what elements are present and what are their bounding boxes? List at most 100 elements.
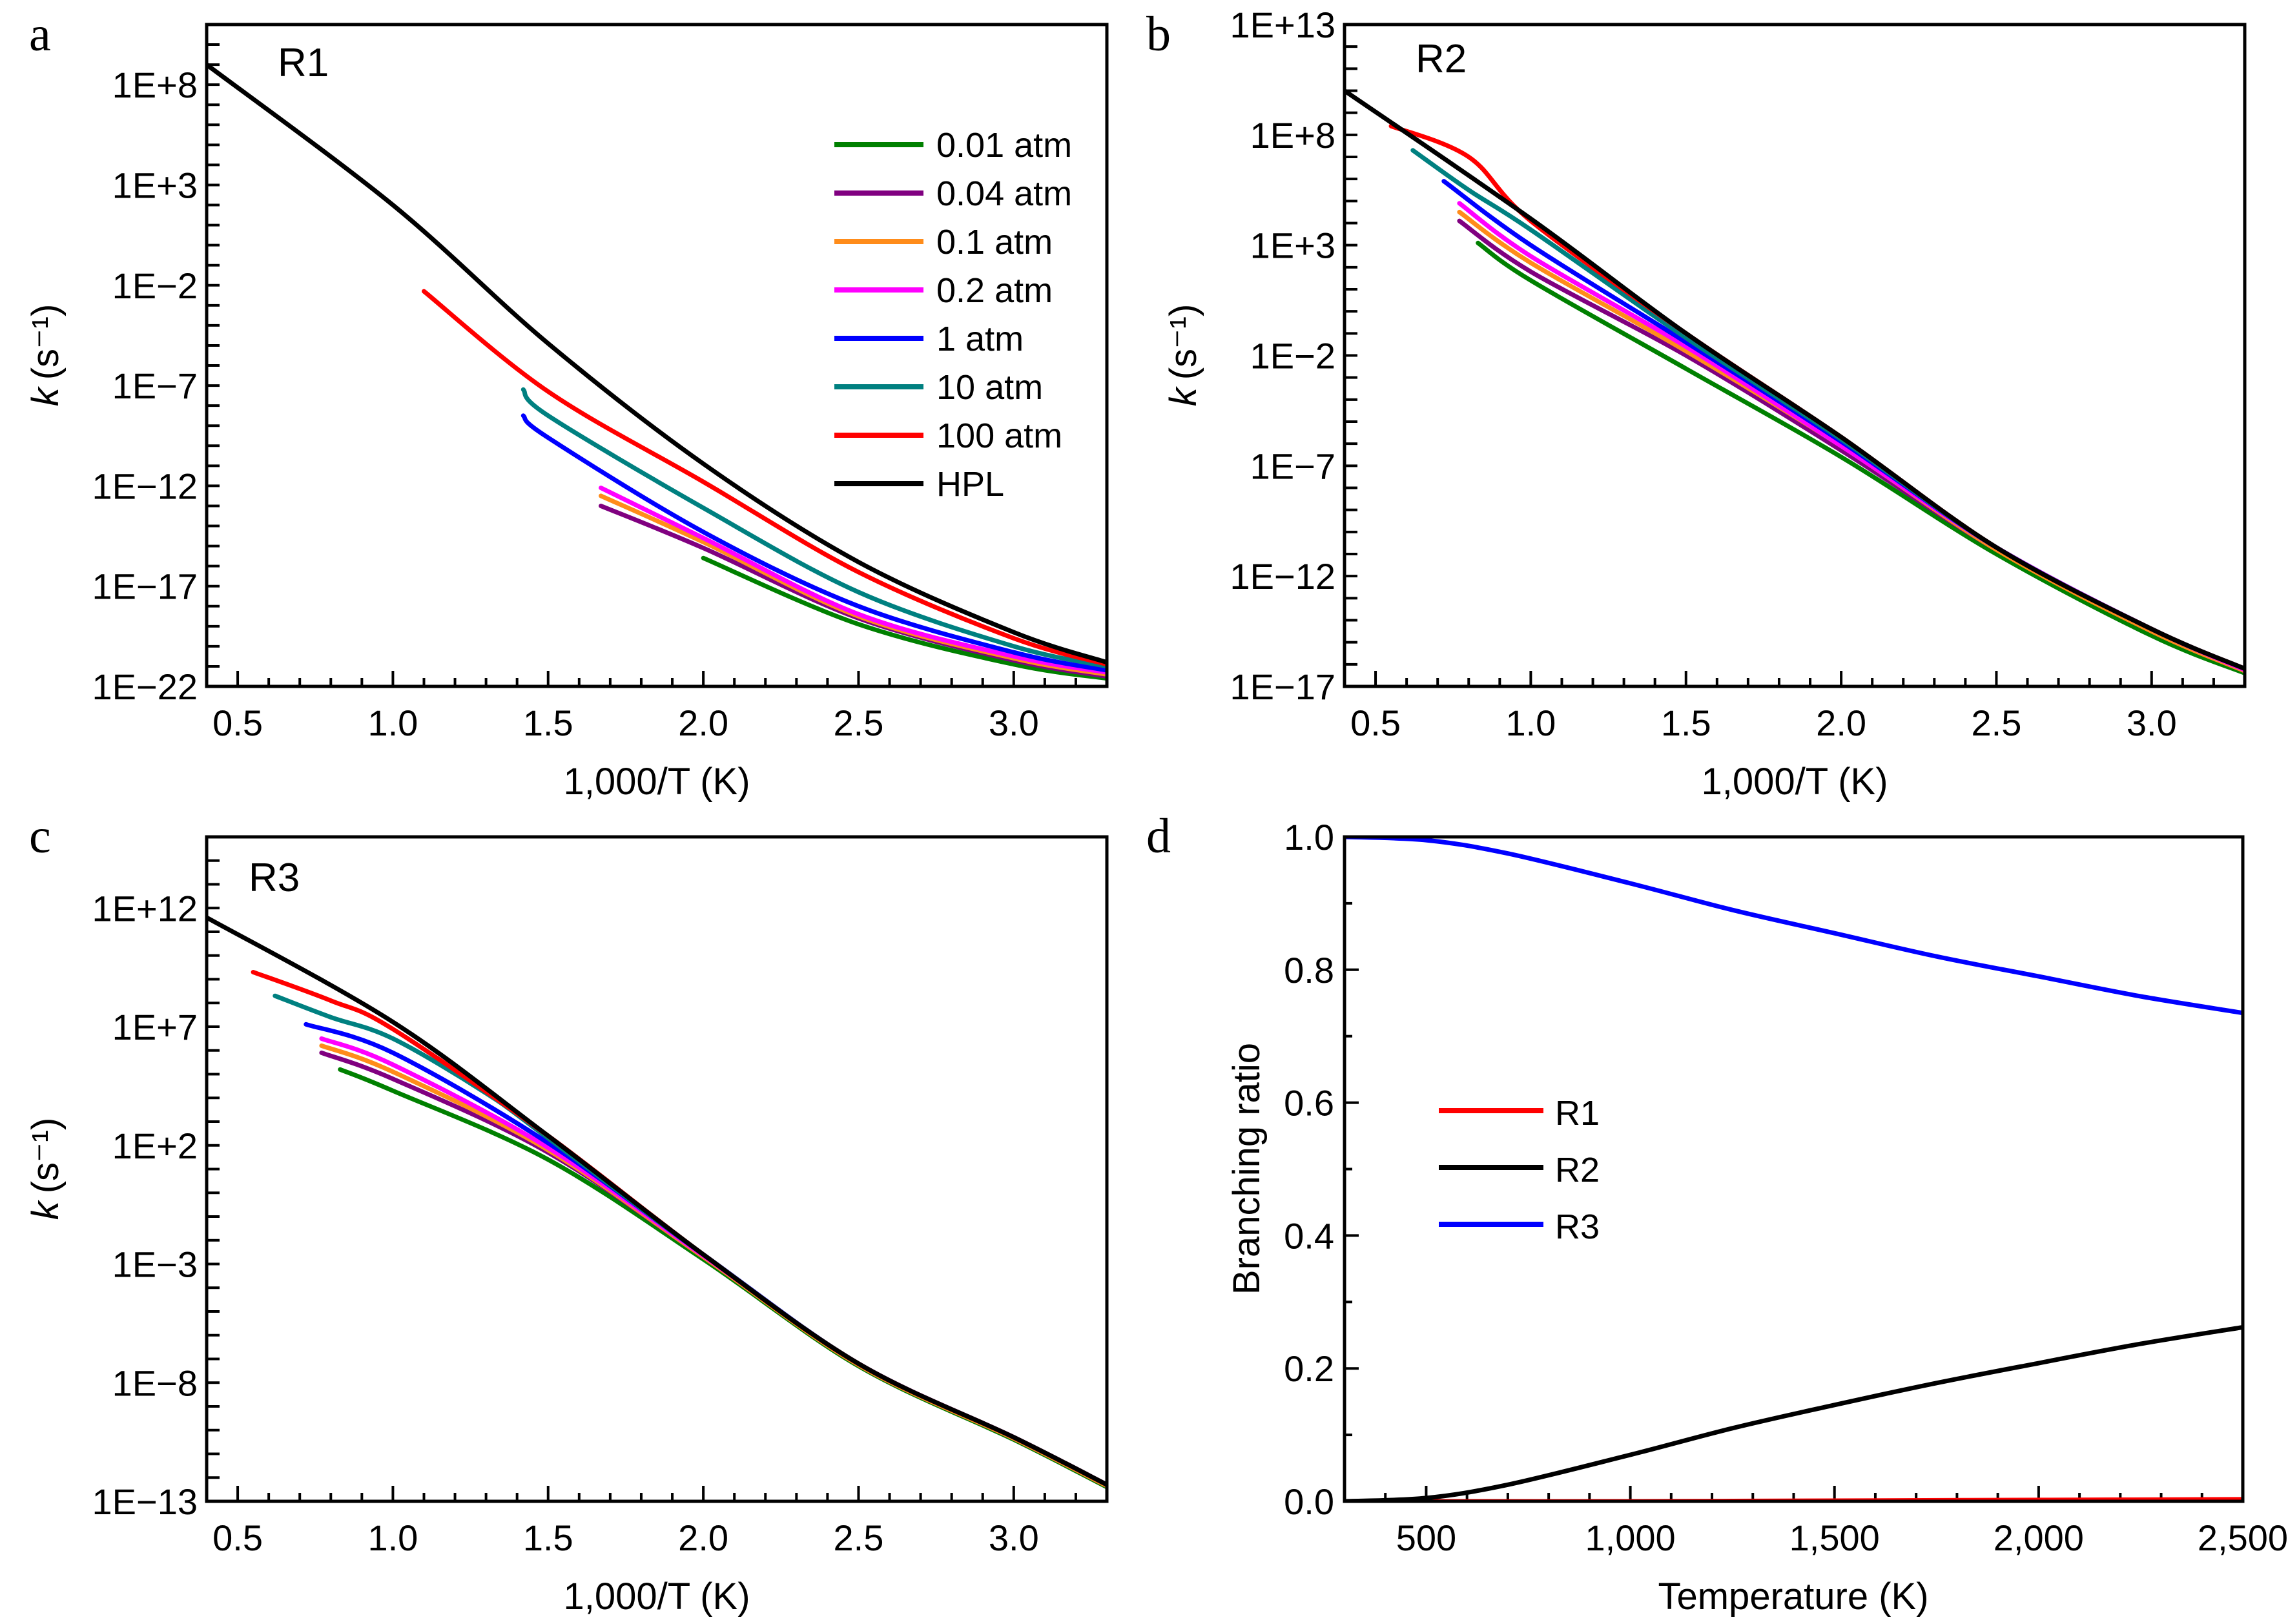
legend-item: HPL	[834, 465, 1004, 504]
y-tick-label: 1E−8	[112, 1362, 198, 1403]
y-tick-label: 1.0	[1284, 817, 1334, 858]
x-tick-label: 2.5	[834, 1517, 884, 1558]
y-axis-title-symbol: k	[25, 1199, 67, 1220]
legend-label: 0.2 atm	[936, 271, 1053, 310]
legend-item: R3	[1439, 1208, 1600, 1246]
legend-item: 10 atm	[834, 368, 1043, 407]
legend-item: 1 atm	[834, 320, 1024, 358]
series-line-10-atm	[520, 387, 1107, 669]
legend-label: R2	[1555, 1151, 1600, 1189]
series-line-100-atm	[1388, 123, 2245, 672]
legend-label: 10 atm	[936, 368, 1043, 407]
y-tick-label: 1E+12	[92, 888, 198, 929]
y-tick-label: 1E+8	[1250, 115, 1335, 156]
panel-d-branching-ratio: d 0.0 0.2 0.4 0.6 0.8 1.0 500 1,000 1,500 2,000 2…	[1146, 809, 2288, 1618]
legend-label: R3	[1555, 1208, 1600, 1246]
y-tick-label: 1E−7	[112, 365, 198, 406]
legend: 0.01 atm 0.04 atm 0.1 atm 0.2 atm 1 atm 10 at…	[834, 126, 1072, 504]
y-axis-title: k (s⁻¹)	[1162, 304, 1204, 407]
y-tick-label: 1E−2	[112, 265, 198, 306]
plot-frame	[1343, 23, 2247, 688]
series-line-0-2-atm	[599, 486, 1107, 675]
legend-item: 0.01 atm	[834, 126, 1072, 165]
x-tick-label: 2,500	[2198, 1517, 2288, 1558]
legend-item: R1	[1439, 1094, 1600, 1133]
x-tick-label: 1.0	[367, 703, 418, 743]
series-line-1-atm	[520, 413, 1107, 673]
series-line-100-atm	[422, 289, 1107, 667]
y-tick-label: 1E−17	[92, 566, 198, 607]
y-axis-title-symbol: k	[1162, 385, 1204, 406]
y-axis-title-unit: (s⁻¹)	[1162, 304, 1204, 380]
reaction-label: R3	[249, 856, 300, 900]
legend-item: 100 atm	[834, 416, 1062, 455]
y-tick-label: 1E+3	[112, 165, 198, 205]
legend-item: 0.1 atm	[834, 223, 1053, 262]
x-tick-label: 1.0	[1505, 703, 1556, 743]
panel-letter: c	[29, 809, 51, 863]
series-line-hpl	[207, 62, 1107, 665]
legend-label: 0.04 atm	[936, 174, 1072, 213]
plot-frame	[205, 835, 1109, 1503]
x-tick-label: 2.5	[1972, 703, 2022, 743]
y-tick-label: 0.4	[1284, 1215, 1334, 1256]
x-tick-label: 2.0	[678, 703, 728, 743]
y-axis-title: Branching ratio	[1226, 1043, 1268, 1295]
panel-b-r2-rate: b 1E+13 1E+8 1E+3 1E−2 1E−7 1E−12 1E−17 0.5 1.0…	[1146, 5, 2247, 803]
legend-label: 1 atm	[936, 320, 1024, 358]
y-tick-label: 1E−13	[92, 1481, 198, 1522]
legend-label: 0.01 atm	[936, 126, 1072, 165]
x-tick-label: 2.0	[1816, 703, 1866, 743]
x-tick-label: 500	[1396, 1517, 1456, 1558]
y-tick-label: 0.8	[1284, 950, 1334, 991]
y-tick-label: 1E−12	[92, 466, 198, 506]
y-tick-label: 1E+7	[112, 1007, 198, 1047]
legend-label: 100 atm	[936, 416, 1062, 455]
y-tick-label: 0.0	[1284, 1481, 1334, 1522]
legend-item: 0.04 atm	[834, 174, 1072, 213]
y-axis-title: k (s⁻¹)	[25, 304, 67, 407]
y-axis-title: k (s⁻¹)	[25, 1118, 67, 1220]
series-line-0-01-atm	[338, 1067, 1107, 1490]
x-tick-label: 0.5	[1350, 703, 1401, 743]
y-tick-label: 1E+13	[1230, 5, 1336, 45]
y-tick-label: 1E−3	[112, 1244, 198, 1285]
x-tick-label: 3.0	[989, 703, 1039, 743]
y-tick-label: 0.2	[1284, 1348, 1334, 1389]
x-axis-title: 1,000/T (K)	[563, 761, 750, 803]
plot-frame	[1343, 835, 2245, 1503]
y-tick-label: 1E+2	[112, 1125, 198, 1166]
series-line-r3	[1345, 837, 2243, 1016]
x-tick-label: 1.5	[523, 1517, 573, 1558]
x-tick-label: 1.0	[367, 1517, 418, 1558]
x-tick-label: 2.0	[678, 1517, 728, 1558]
legend: R1 R2 R3	[1439, 1094, 1600, 1246]
panel-a-r1-rate: a 1E+8 1E+3 1E−2 1E−7 1E−12 1E−17 1E−22 0.5 1.0…	[25, 7, 1109, 803]
x-tick-label: 3.0	[989, 1517, 1039, 1558]
plot-frame	[205, 23, 1109, 688]
series-line-0-01-atm	[701, 555, 1107, 681]
legend-label: 0.1 atm	[936, 223, 1053, 262]
series-line-r2	[1345, 1324, 2243, 1501]
x-tick-label: 2.5	[834, 703, 884, 743]
x-tick-label: 1.5	[523, 703, 573, 743]
panel-c-r3-rate: c 1E+12 1E+7 1E+2 1E−3 1E−8 1E−13 0.5 1.0 1.5 2.…	[25, 809, 1109, 1618]
y-axis-title-symbol: k	[25, 385, 67, 406]
series-line-0-01-atm	[1476, 240, 2245, 675]
y-tick-label: 1E−22	[92, 666, 198, 707]
y-axis-title-unit: (s⁻¹)	[25, 1118, 67, 1194]
reaction-label: R2	[1416, 37, 1467, 81]
x-tick-label: 1.5	[1661, 703, 1711, 743]
y-axis-title-unit: (s⁻¹)	[25, 304, 67, 380]
x-tick-label: 0.5	[212, 703, 263, 743]
legend-label: R1	[1555, 1094, 1600, 1133]
x-axis-title: Temperature (K)	[1658, 1576, 1928, 1618]
legend-label: HPL	[936, 465, 1004, 504]
x-tick-label: 1,500	[1789, 1517, 1880, 1558]
x-tick-label: 1,000	[1585, 1517, 1676, 1558]
x-tick-label: 2,000	[1994, 1517, 2084, 1558]
x-axis-title: 1,000/T (K)	[563, 1576, 750, 1618]
y-tick-label: 1E+3	[1250, 225, 1335, 266]
y-tick-label: 1E−2	[1250, 336, 1335, 376]
